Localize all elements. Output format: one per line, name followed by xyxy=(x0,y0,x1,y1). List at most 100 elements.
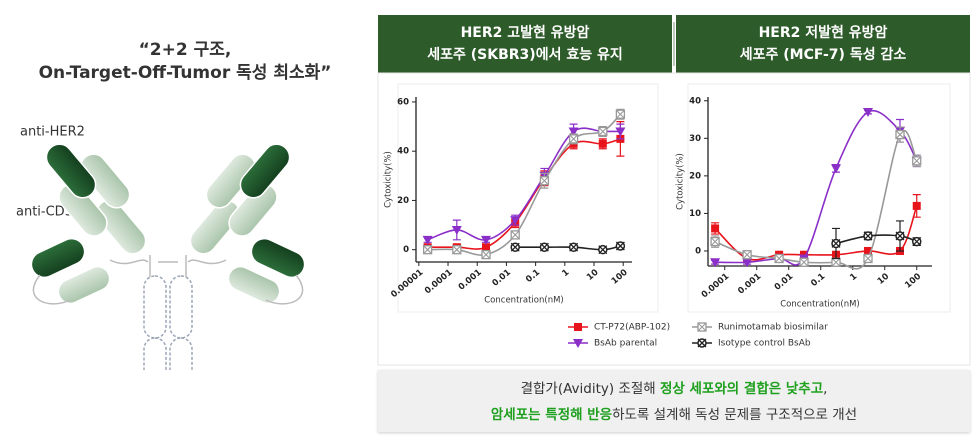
marker xyxy=(799,257,809,267)
panel-title: “2+2 구조, xyxy=(139,40,232,60)
marker-shape xyxy=(422,235,433,245)
marker-shape xyxy=(481,250,491,260)
header-box xyxy=(676,15,970,73)
y-axis-label: Cytoxicity(%) xyxy=(676,153,686,210)
x-tick-label: 1 xyxy=(848,272,859,284)
marker-shape xyxy=(710,237,720,246)
marker xyxy=(615,127,626,137)
marker-shape xyxy=(598,127,608,136)
legend-label: BsAb parental xyxy=(594,339,657,349)
marker-shape xyxy=(615,241,625,251)
chart-title: 세포주 (SKBR3)에서 효능 유지 xyxy=(427,47,622,63)
marker-shape xyxy=(569,134,578,144)
marker-shape xyxy=(742,258,753,268)
marker xyxy=(510,242,520,252)
marker xyxy=(574,323,582,331)
legend-item: Isotype control BsAb xyxy=(692,338,811,349)
marker-shape xyxy=(510,242,520,252)
caption-text: 정상 세포와의 결합은 낮추고 xyxy=(660,381,824,397)
legend-label: Runimotamab biosimilar xyxy=(718,323,828,333)
marker-shape xyxy=(573,339,583,348)
marker-shape xyxy=(574,323,582,331)
antibody xyxy=(30,143,306,370)
marker-shape xyxy=(863,108,873,118)
marker xyxy=(864,246,872,255)
marker-shape xyxy=(895,130,905,139)
legend-item: CT-P72(ABP-102) xyxy=(568,323,670,333)
marker xyxy=(452,245,462,255)
marker xyxy=(510,230,520,240)
marker xyxy=(895,231,905,241)
marker-shape xyxy=(799,257,809,267)
marker-shape xyxy=(510,230,520,240)
panel-title: On-Target-Off-Tumor 독성 최소화” xyxy=(39,63,332,83)
marker-shape xyxy=(831,164,841,174)
marker-shape xyxy=(481,235,492,245)
marker xyxy=(510,216,521,226)
marker xyxy=(710,258,721,268)
chart-frame xyxy=(687,83,951,313)
marker xyxy=(863,253,873,264)
marker xyxy=(774,253,784,264)
chart-title: HER2 저발현 유방암 xyxy=(759,24,888,41)
label: anti-HER2 xyxy=(20,125,85,140)
caption-text: , xyxy=(823,381,828,397)
marker-shape xyxy=(452,245,462,255)
marker-shape xyxy=(864,246,872,255)
marker xyxy=(863,231,873,241)
left-panel: “2+2 구조, On-Target-Off-Tumor 독성 최소화” xyxy=(39,40,332,83)
marker xyxy=(711,224,720,233)
marker xyxy=(697,338,707,348)
x-axis-label: Concentration(nM) xyxy=(484,296,563,306)
marker xyxy=(422,245,433,255)
marker xyxy=(539,242,550,252)
marker xyxy=(451,225,462,235)
marker-shape xyxy=(540,176,549,186)
x-tick-label: 1 xyxy=(560,268,571,280)
marker-shape xyxy=(831,239,841,248)
caption-text: 결합가(Avidity) 조절해 xyxy=(520,381,660,397)
marker-shape xyxy=(912,237,922,247)
marker-shape xyxy=(895,231,905,241)
y-axis-label: Cytoxicity(%) xyxy=(384,151,394,208)
marker xyxy=(481,235,492,245)
marker xyxy=(598,139,607,148)
marker-shape xyxy=(598,245,608,255)
legend-label: CT-P72(ABP-102) xyxy=(594,323,670,333)
header-box xyxy=(378,15,672,73)
legend-label: Isotype control BsAb xyxy=(718,339,811,349)
marker xyxy=(422,235,433,245)
y-tick-label: 0 xyxy=(403,245,409,255)
y-tick-label: 20 xyxy=(397,196,409,206)
caption: 결합가(Avidity) 조절해 정상 세포와의 결합은 낮추고, 암세포는 특정… xyxy=(378,370,970,432)
fit-line xyxy=(835,234,918,245)
y-tick-label: 10 xyxy=(689,209,701,219)
marker-shape xyxy=(710,258,721,268)
legend-item: Runimotamab biosimilar xyxy=(692,322,828,333)
marker xyxy=(598,244,608,255)
y-tick-label: 0 xyxy=(695,246,701,256)
x-axis-label: Concentration(nM) xyxy=(780,300,859,310)
marker-shape xyxy=(774,254,784,263)
marker-shape xyxy=(697,338,707,348)
figure: “2+2 구조, On-Target-Off-Tumor 독성 최소화” ant… xyxy=(16,15,971,370)
marker-shape xyxy=(912,201,921,210)
caption-line: 암세포는 특정해 반응하도록 설계해 독성 문제를 구조적으로 개선 xyxy=(378,402,970,428)
marker xyxy=(573,339,583,348)
marker xyxy=(615,241,626,251)
marker xyxy=(539,176,550,186)
y-tick-label: 60 xyxy=(397,97,409,107)
marker-shape xyxy=(615,127,626,137)
marker xyxy=(912,156,922,166)
marker xyxy=(482,243,491,252)
chart-title: 세포주 (MCF-7) 독성 감소 xyxy=(740,46,907,63)
marker xyxy=(912,201,921,210)
marker-shape xyxy=(863,231,873,241)
marker-shape xyxy=(697,322,707,332)
marker-shape xyxy=(615,109,625,119)
marker xyxy=(481,249,491,260)
marker xyxy=(568,242,579,252)
marker-shape xyxy=(711,224,720,233)
marker xyxy=(615,109,626,119)
marker-shape xyxy=(510,216,521,226)
